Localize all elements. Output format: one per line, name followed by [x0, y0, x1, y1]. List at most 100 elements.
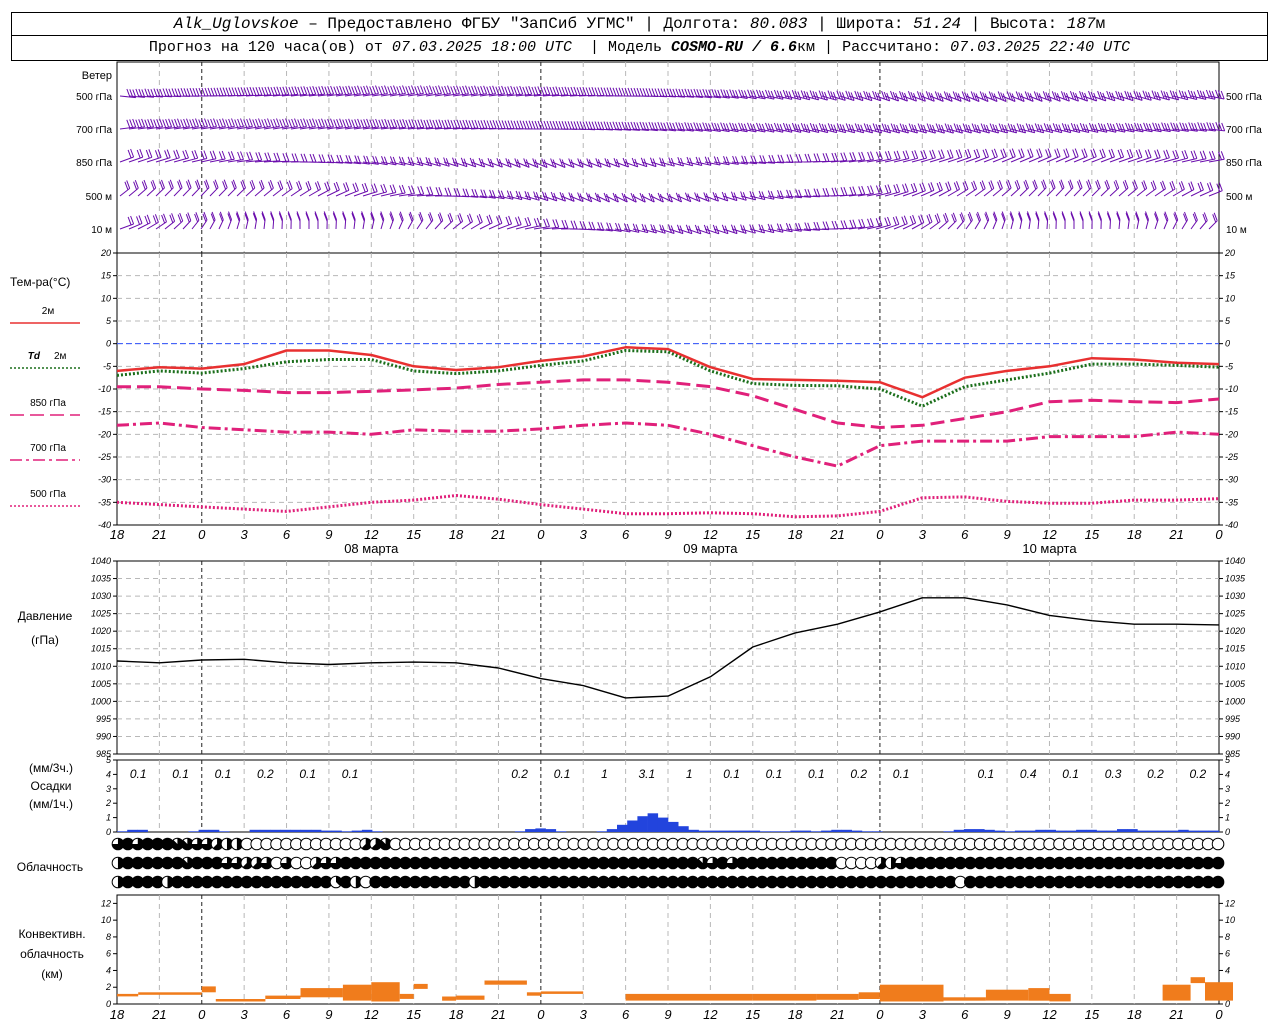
precip-bar [1178, 829, 1189, 832]
wind-barb [596, 87, 614, 97]
convective-axis-time-label: 21 [490, 1007, 505, 1022]
temperature-axis-tick-label-right: -40 [1225, 520, 1238, 530]
wind-barb [245, 118, 262, 130]
precip-bar [310, 829, 322, 832]
precip-3h-total: 0.1 [342, 767, 359, 781]
wind-barb [632, 121, 650, 131]
wind-barb [209, 118, 226, 130]
wind-barb [983, 180, 995, 197]
provider: – Предоставлено ФГБУ "ЗапСиб УГМС" [308, 15, 635, 33]
precip-bar [1137, 830, 1148, 832]
wind-barb [974, 211, 981, 230]
wind-barb [191, 118, 208, 130]
convective-axis-time-label: 15 [1085, 1007, 1100, 1022]
wind-barb [614, 121, 632, 131]
wind-barb [1028, 148, 1043, 163]
computed-time: 07.03.2025 22:40 UTC [950, 39, 1131, 56]
wind-barb [1145, 90, 1161, 101]
wind-barb [533, 218, 550, 230]
wind-barb [128, 118, 146, 130]
wind-barb [1091, 148, 1106, 163]
wind-barb [1118, 148, 1134, 163]
wind-barb [1010, 179, 1021, 197]
wind-barb [314, 211, 319, 229]
wind-barb [1136, 149, 1152, 163]
wind-barb [857, 151, 874, 163]
wind-barb [533, 191, 549, 202]
cloud-symbol [190, 837, 204, 851]
wind-barb [227, 179, 237, 197]
wind-barb [830, 90, 846, 101]
wind-barb [200, 211, 208, 230]
convective-axis-time-label: 12 [1042, 1007, 1057, 1022]
precip-bar [1106, 830, 1118, 832]
wind-barb [1044, 211, 1049, 230]
precip-3h-total: 1 [601, 767, 608, 781]
wind-barb [443, 85, 460, 97]
wind-barb [551, 219, 569, 230]
precip-bar [1045, 829, 1056, 832]
wind-barb [1154, 149, 1170, 163]
pressure-axis-tick-label-right: 995 [1225, 714, 1241, 724]
wind-barb [155, 88, 173, 98]
wind-barb [308, 118, 325, 130]
temperature-axis-tick-label-right: -15 [1225, 407, 1239, 417]
wind-barb [278, 211, 283, 230]
wind-barb [146, 88, 164, 98]
wind-barb [677, 192, 692, 203]
wind-barb [128, 148, 144, 163]
wind-barb [173, 149, 189, 163]
wind-barb [1019, 148, 1034, 163]
precip-bar [1198, 830, 1210, 832]
wind-barb [686, 122, 704, 132]
temperature-axis-tick-label-left: -10 [98, 384, 111, 394]
wind-barb [1097, 211, 1102, 230]
wind-barb [379, 211, 385, 230]
wind-barb [668, 157, 685, 167]
temperature-axis-tick-label-right: -5 [1225, 361, 1234, 371]
cloud-symbol [250, 856, 264, 870]
wind-barb [326, 154, 344, 164]
wind-barb [287, 211, 292, 230]
wind-barb [173, 88, 191, 97]
precipitation-axis-tick-label-right: 5 [1225, 755, 1231, 765]
precip-bar [1096, 830, 1108, 832]
temperature-axis-tick-label-left: 10 [101, 293, 111, 303]
temperature-series-line [116, 349, 1220, 408]
precip-unit-1h: (мм/1ч.) [29, 797, 73, 811]
wind-barb [839, 186, 857, 197]
wind-barb [650, 157, 666, 167]
wind-barb [389, 119, 407, 130]
wind-barb [821, 123, 838, 134]
wind-barb [623, 223, 640, 233]
wind-barb [731, 122, 748, 133]
wind-barb [1208, 212, 1218, 230]
wind-barb [296, 211, 301, 229]
wind-barb [362, 183, 378, 197]
wind-barb [261, 211, 266, 230]
cloud-symbol-full [1211, 875, 1225, 889]
wind-barb [839, 123, 856, 134]
wind-barb [245, 179, 256, 197]
wind-barb [1001, 123, 1018, 134]
temperature-legend-label: 850 гПа [30, 398, 66, 409]
wind-barb [938, 212, 949, 230]
wind-barb [137, 118, 155, 130]
wind-barb [875, 216, 891, 230]
convective-axis-tick-label-left: 8 [106, 932, 111, 942]
temperature-axis-time-label: 3 [580, 527, 588, 542]
wind-barb [344, 182, 359, 197]
wind-barb [902, 182, 918, 197]
wind-barb [1190, 122, 1208, 132]
wind-barb [785, 122, 802, 133]
wind-barb [920, 182, 935, 197]
wind-barb [254, 118, 271, 130]
convective-bar [484, 980, 527, 985]
wind-barb [263, 180, 274, 197]
wind-barb [488, 85, 506, 97]
precip-3h-total: 0.2 [1147, 767, 1164, 781]
wind-barb [965, 180, 978, 197]
convective-bar [879, 984, 944, 1002]
temperature-axis-tick-label-right: 15 [1225, 271, 1236, 281]
cloud-symbol-fill [231, 857, 243, 869]
